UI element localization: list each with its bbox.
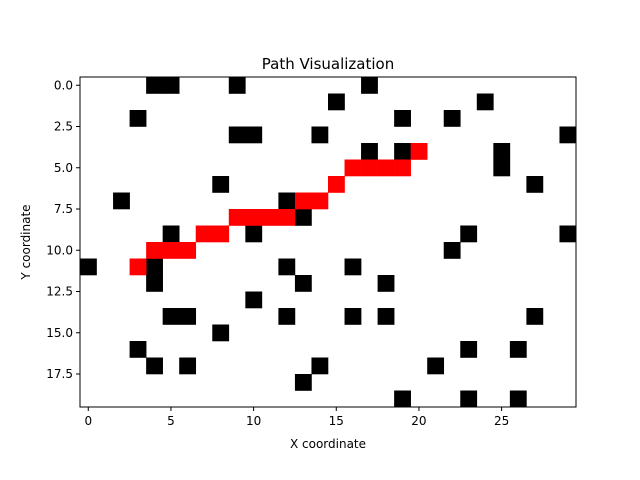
obstacle-cell xyxy=(294,275,312,292)
obstacle-cell xyxy=(129,110,147,127)
path-cell xyxy=(410,143,428,160)
y-tick-label: 15.0 xyxy=(46,326,73,340)
x-axis-ticks: 0 5 10 15 20 25 xyxy=(84,407,509,428)
obstacle-cell xyxy=(526,176,544,193)
x-axis-label: X coordinate xyxy=(290,437,366,451)
obstacle-cell xyxy=(278,258,296,276)
path-cell xyxy=(361,159,378,177)
obstacle-cell xyxy=(80,258,97,276)
obstacle-cell xyxy=(559,225,577,243)
path-cell xyxy=(129,258,147,276)
path-cell xyxy=(195,225,213,243)
y-tick-label: 12.5 xyxy=(46,285,73,299)
obstacle-cell xyxy=(460,341,478,358)
obstacle-cell xyxy=(146,258,163,276)
y-tick-label: 0.0 xyxy=(54,78,73,92)
path-cell xyxy=(294,192,312,210)
x-tick-label: 25 xyxy=(494,414,509,428)
obstacle-cell xyxy=(146,77,163,94)
path-cell xyxy=(245,209,263,226)
obstacle-cell xyxy=(493,159,511,177)
x-tick-label: 0 xyxy=(84,414,92,428)
obstacle-cell xyxy=(129,341,147,358)
obstacle-cell xyxy=(476,93,494,111)
obstacle-cell xyxy=(361,77,378,94)
obstacle-cell xyxy=(311,357,329,375)
obstacle-cell xyxy=(509,341,527,358)
obstacle-cell xyxy=(146,275,163,292)
path-cell xyxy=(162,242,180,259)
obstacle-cell xyxy=(245,291,263,309)
x-tick-label: 15 xyxy=(329,414,344,428)
path-cell xyxy=(377,159,395,177)
obstacle-cell xyxy=(212,324,230,342)
obstacle-cell xyxy=(361,143,378,160)
x-tick-label: 10 xyxy=(246,414,261,428)
obstacle-cell xyxy=(377,308,395,325)
obstacle-cell xyxy=(278,308,296,325)
obstacle-cell xyxy=(493,143,511,160)
path-cell xyxy=(344,159,362,177)
path-cell xyxy=(261,209,279,226)
obstacle-cell xyxy=(443,110,461,127)
chart-title: Path Visualization xyxy=(262,55,394,73)
x-tick-label: 20 xyxy=(411,414,426,428)
obstacle-cell xyxy=(179,357,197,375)
path-cell xyxy=(311,192,329,210)
obstacle-cell xyxy=(278,192,296,210)
plot-area xyxy=(79,76,577,408)
obstacle-cell xyxy=(228,126,246,144)
obstacle-cell xyxy=(443,242,461,259)
obstacle-cell xyxy=(228,77,246,94)
obstacle-cell xyxy=(294,374,312,391)
obstacle-cell xyxy=(460,225,478,243)
obstacle-cell xyxy=(162,225,180,243)
obstacle-cell xyxy=(113,192,130,210)
y-tick-label: 10.0 xyxy=(46,243,73,257)
obstacle-cell xyxy=(460,390,478,408)
path-cell xyxy=(278,209,296,226)
y-tick-label: 2.5 xyxy=(54,120,73,134)
y-tick-label: 7.5 xyxy=(54,202,73,216)
obstacle-cell xyxy=(162,77,180,94)
obstacle-cell xyxy=(526,308,544,325)
obstacle-cell xyxy=(179,308,197,325)
obstacle-cell xyxy=(344,308,362,325)
obstacle-cell xyxy=(509,390,527,408)
path-cell xyxy=(228,209,246,226)
y-axis-ticks: 0.0 2.5 5.0 7.5 10.0 12.5 15.0 17.5 xyxy=(46,78,80,381)
obstacle-cell xyxy=(162,308,180,325)
obstacle-cell xyxy=(559,126,577,144)
path-cell xyxy=(328,176,345,193)
path-cell xyxy=(146,242,163,259)
plot-frame xyxy=(79,76,577,408)
obstacle-cell xyxy=(394,143,411,160)
obstacle-cell xyxy=(245,225,263,243)
y-tick-label: 17.5 xyxy=(46,367,73,381)
obstacle-cell xyxy=(245,126,263,144)
y-tick-label: 5.0 xyxy=(54,161,73,175)
y-axis-label: Y coordinate xyxy=(19,204,33,280)
obstacle-cell xyxy=(427,357,445,375)
obstacle-cell xyxy=(377,275,395,292)
x-tick-label: 5 xyxy=(167,414,175,428)
obstacle-cell xyxy=(394,390,411,408)
obstacle-cell xyxy=(311,126,329,144)
obstacle-cell xyxy=(294,209,312,226)
obstacle-cell xyxy=(344,258,362,276)
obstacle-cell xyxy=(394,110,411,127)
obstacle-cell xyxy=(328,93,345,111)
path-cell xyxy=(394,159,411,177)
path-cell xyxy=(212,225,230,243)
obstacle-cell xyxy=(212,176,230,193)
obstacle-cell xyxy=(146,357,163,375)
path-cell xyxy=(179,242,197,259)
